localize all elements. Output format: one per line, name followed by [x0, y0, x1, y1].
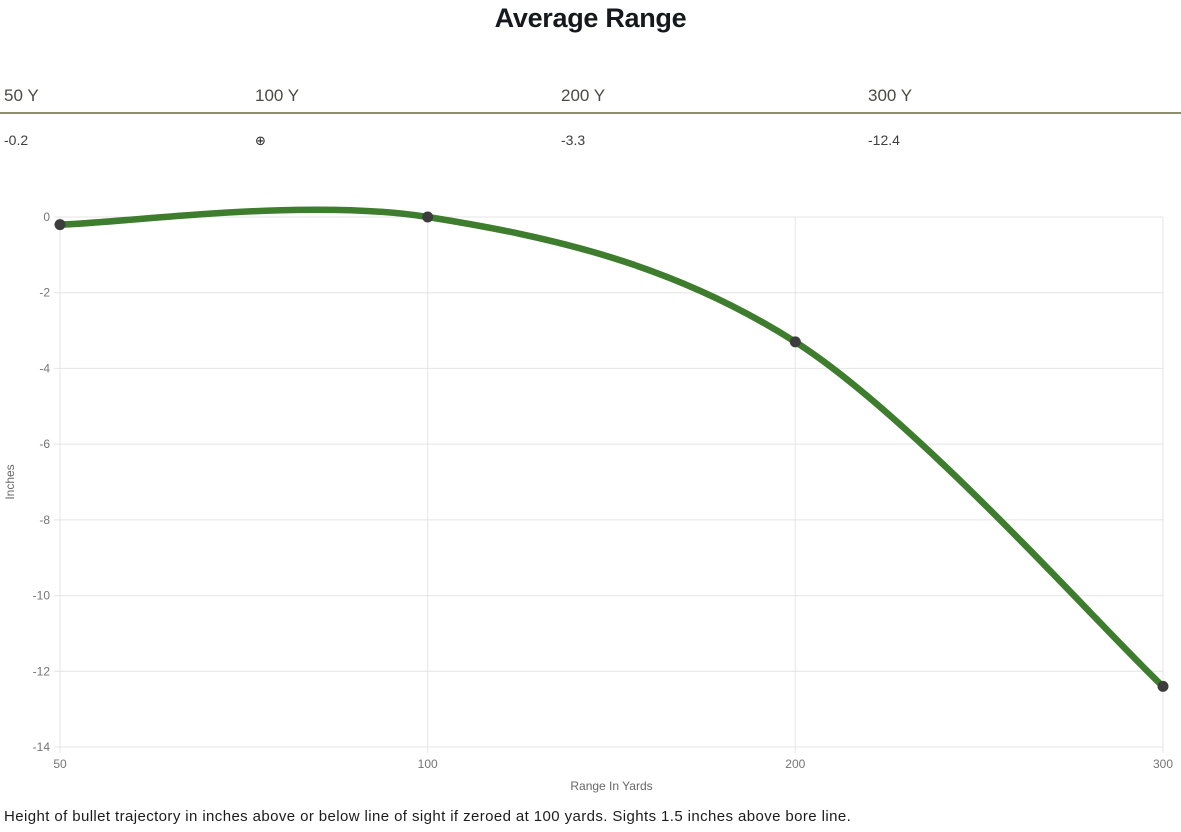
summary-header-row: 50 Y 100 Y 200 Y 300 Y: [4, 86, 1181, 112]
svg-text:-6: -6: [39, 437, 50, 451]
svg-text:-2: -2: [39, 286, 50, 300]
svg-text:Inches: Inches: [3, 464, 17, 499]
summary-col-label-100y: 100 Y: [255, 86, 300, 105]
range-summary-table: 50 Y 100 Y 200 Y 300 Y -0.2 ⊕ -3.3 -12.4: [0, 86, 1181, 148]
svg-text:0: 0: [43, 210, 50, 224]
svg-text:Range In Yards: Range In Yards: [570, 779, 652, 793]
summary-col-label-300y: 300 Y: [868, 86, 913, 105]
summary-value-row: -0.2 ⊕ -3.3 -12.4: [4, 114, 1181, 149]
svg-text:200: 200: [785, 757, 805, 771]
trajectory-chart: 0 -2 -4 -6 -8 -10 -12 -14 50 100 200 300 Range In Ya…: [0, 190, 1181, 800]
chart-caption: Height of bullet trajectory in inches ab…: [4, 808, 852, 825]
summary-col-label-50y: 50 Y: [4, 86, 39, 105]
svg-text:-4: -4: [39, 361, 50, 375]
svg-text:-12: -12: [33, 664, 51, 678]
svg-text:-10: -10: [33, 589, 51, 603]
svg-text:-8: -8: [39, 513, 50, 527]
page-title: Average Range: [494, 3, 687, 33]
svg-text:300: 300: [1153, 757, 1173, 771]
summary-col-label-200y: 200 Y: [561, 86, 606, 105]
summary-value-200y: -3.3: [561, 132, 586, 148]
svg-text:-14: -14: [33, 740, 51, 754]
summary-value-50y: -0.2: [4, 132, 29, 148]
svg-text:50: 50: [53, 757, 67, 771]
svg-text:100: 100: [418, 757, 438, 771]
crosshair-zero-icon: ⊕: [255, 133, 266, 148]
summary-divider: [0, 112, 1181, 114]
summary-value-300y: -12.4: [868, 132, 900, 148]
